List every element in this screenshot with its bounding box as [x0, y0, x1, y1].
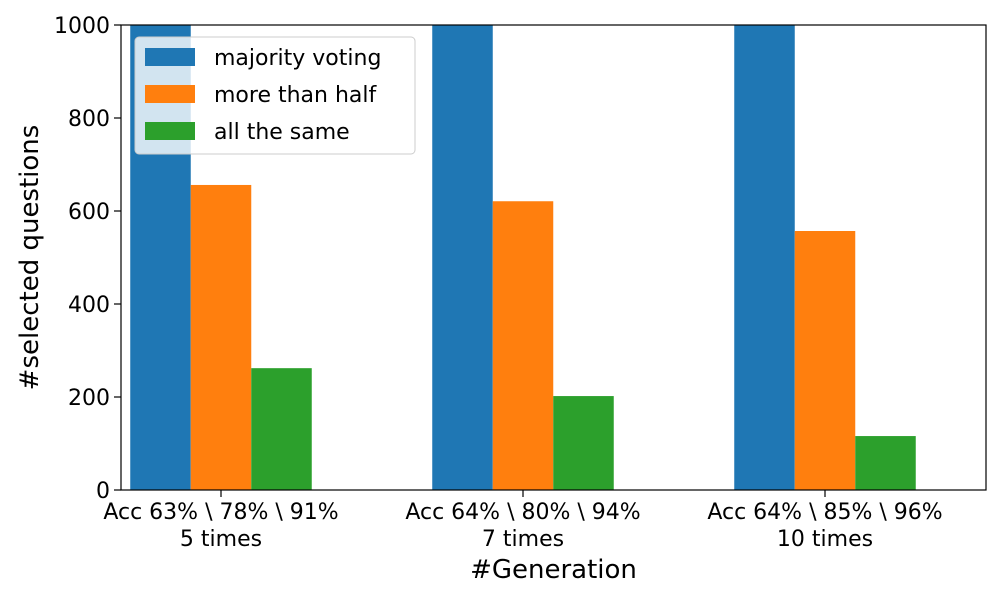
bar-all-the-same-1: [553, 396, 614, 490]
x-axis-ticks: Acc 63% \ 78% \ 91%5 times Acc 64% \ 80% …: [103, 490, 943, 552]
x-tick-label: 5 times: [180, 527, 262, 552]
y-tick-label: 600: [68, 200, 110, 225]
plot-frame: [120, 24, 987, 491]
x-tick-label: Acc 64% \ 80% \ 94%: [405, 500, 640, 525]
legend-label: more than half: [214, 83, 378, 108]
y-tick-label: 400: [68, 293, 110, 318]
legend-swatch: [145, 122, 195, 140]
legend-label: majority voting: [214, 46, 381, 71]
bar-majority-voting-1: [432, 25, 493, 490]
legend-box: [134, 36, 416, 155]
bar-more-than-half-2: [794, 231, 856, 490]
y-tick-label: 0: [96, 479, 110, 504]
legend-swatch: [145, 48, 195, 66]
x-tick-label: 10 times: [777, 527, 873, 552]
bar-more-than-half-1: [492, 201, 554, 491]
legend-swatch: [145, 85, 195, 103]
legend-label: all the same: [214, 120, 350, 145]
bar-all-the-same-2: [855, 436, 916, 490]
y-tick-label: 1000: [54, 14, 110, 39]
x-axis-label: #Generation: [470, 555, 637, 585]
bars-layer: [130, 25, 916, 491]
x-tick-label: Acc 64% \ 85% \ 96%: [707, 500, 942, 525]
x-tick-label: 7 times: [482, 527, 564, 552]
bar-majority-voting-2: [734, 25, 795, 490]
bar-more-than-half-0: [190, 184, 252, 490]
legend: majority voting more than half all the sam…: [134, 36, 416, 155]
x-tick-label: Acc 63% \ 78% \ 91%: [103, 500, 338, 525]
y-tick-label: 200: [68, 386, 110, 411]
y-axis-label: #selected questions: [15, 125, 45, 391]
y-tick-label: 800: [68, 107, 110, 132]
bar-all-the-same-0: [251, 368, 312, 490]
y-axis-ticks: 0 200 400 600 800 1000: [54, 14, 121, 504]
